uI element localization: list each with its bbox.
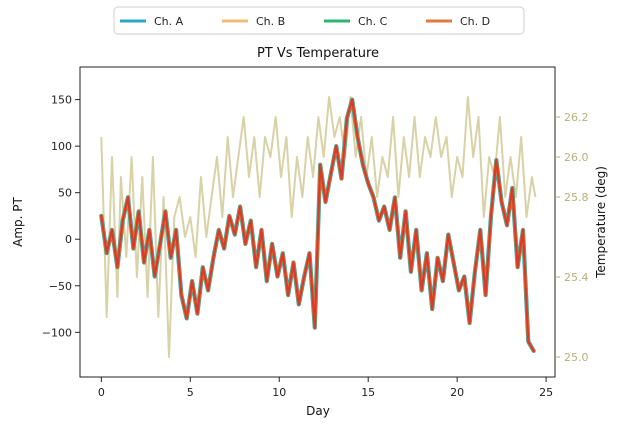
x-tick-label: 20: [450, 386, 464, 399]
chart-title: PT Vs Temperature: [257, 46, 379, 61]
plot-frame: [79, 66, 556, 378]
legend-frame: [113, 6, 525, 35]
x-tick-label: 5: [187, 386, 194, 399]
y2-tick-label: 25.4: [564, 271, 589, 284]
y-axis-label: Amp. PT: [11, 196, 25, 246]
x-tick-label: 0: [98, 386, 105, 399]
y2-tick-label: 26.0: [564, 151, 589, 164]
x-tick-label: 25: [539, 386, 553, 399]
legend-label-ch-c: Ch. C: [358, 15, 388, 28]
x-axis-label: Day: [306, 404, 330, 418]
y-tick-label: −100: [42, 326, 72, 339]
x-tick-label: 15: [361, 386, 375, 399]
plot-area: [79, 66, 556, 378]
x-tick-label: 10: [272, 386, 286, 399]
temperature-series-line: [100, 96, 537, 358]
y2-axis-label: Temperature (deg): [594, 166, 608, 279]
legend-label-ch-a: Ch. A: [154, 15, 184, 28]
legend: Ch. A Ch. B Ch. C Ch. D: [113, 6, 525, 35]
x-axis-ticks: 0 5 10 15 20 25: [98, 377, 553, 399]
amplitude-series-layer: [99, 97, 536, 353]
y-axis-ticks: −100 −50 0 50 100 150: [42, 94, 80, 339]
y2-tick-label: 25.0: [564, 351, 589, 364]
y-tick-label: 100: [51, 140, 72, 153]
y-tick-label: 150: [51, 94, 72, 107]
y-tick-label: 50: [58, 187, 72, 200]
y2-axis-ticks: 25.0 25.4 25.8 26.0 26.2: [555, 111, 589, 364]
series-line-ch-a-stroke-3: [100, 98, 535, 352]
y2-tick-label: 26.2: [564, 111, 589, 124]
y2-tick-label: 25.8: [564, 191, 589, 204]
legend-items: Ch. A Ch. B Ch. C Ch. D: [120, 15, 490, 28]
y-tick-label: 0: [65, 233, 72, 246]
temperature-series-layer: [100, 96, 537, 358]
legend-label-ch-b: Ch. B: [256, 15, 285, 28]
legend-label-ch-d: Ch. D: [460, 15, 490, 28]
y-tick-label: −50: [49, 280, 72, 293]
